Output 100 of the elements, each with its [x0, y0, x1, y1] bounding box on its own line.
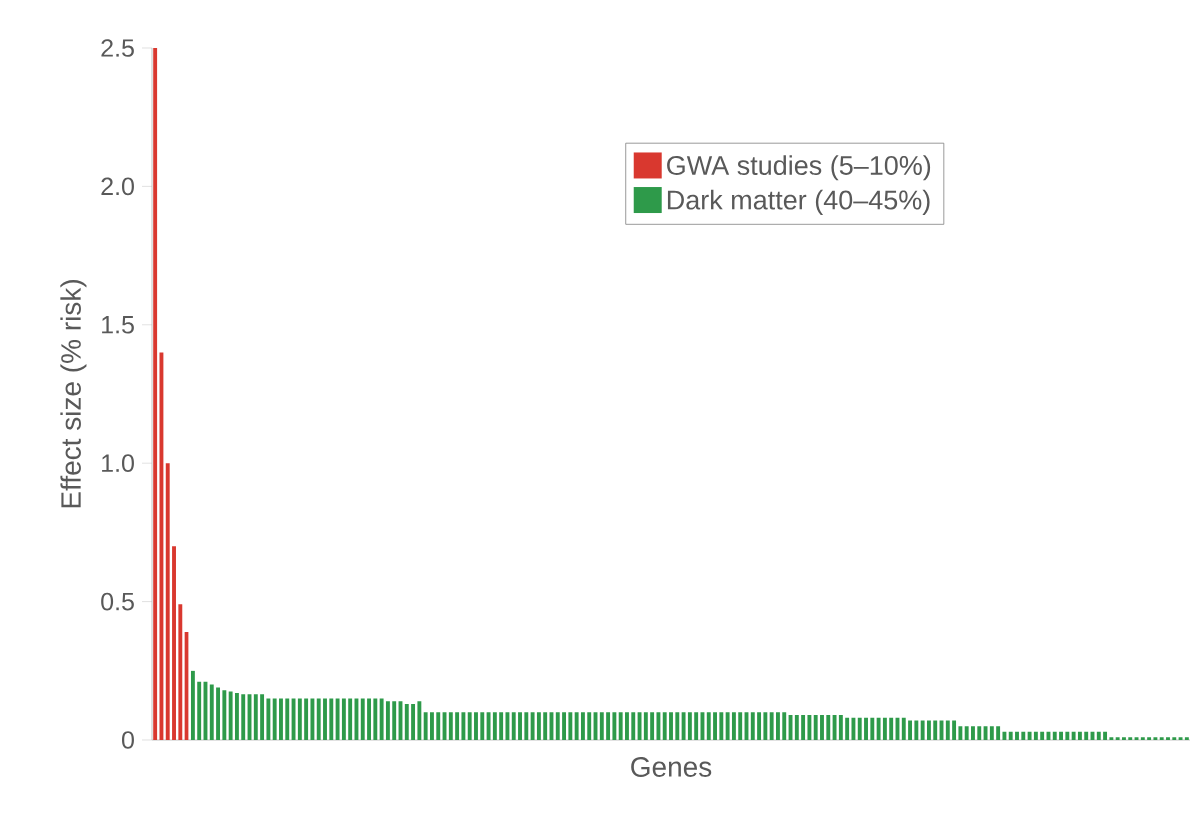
bar	[505, 712, 510, 740]
bar	[266, 698, 271, 740]
bar	[555, 712, 560, 740]
bar	[838, 715, 843, 740]
bar	[1147, 737, 1152, 740]
bar	[669, 712, 673, 740]
bar	[562, 712, 567, 740]
bar	[908, 720, 913, 740]
bar	[379, 698, 384, 740]
bar	[769, 712, 774, 740]
bar	[945, 720, 950, 740]
bar	[279, 698, 283, 740]
bar	[461, 712, 466, 740]
bar	[681, 712, 686, 740]
bar	[455, 712, 460, 740]
bar	[297, 698, 302, 740]
bar	[178, 604, 183, 740]
bar	[511, 712, 516, 740]
bar	[782, 712, 787, 740]
bar	[618, 712, 623, 740]
bar	[675, 712, 680, 740]
bar	[367, 698, 371, 740]
bar	[662, 712, 667, 740]
bar	[725, 712, 730, 740]
bar	[404, 704, 409, 740]
bar	[316, 698, 321, 740]
bar	[253, 694, 258, 740]
bar	[480, 712, 485, 740]
y-tick-label: 1.5	[102, 316, 134, 334]
legend-label: Dark matter (40–45%)	[667, 189, 930, 215]
bar	[1084, 731, 1089, 740]
bar	[794, 715, 799, 740]
bar	[920, 720, 925, 740]
bar	[499, 712, 504, 740]
bar	[1122, 737, 1126, 740]
bar	[310, 698, 315, 740]
bar	[757, 712, 762, 740]
bar	[713, 712, 717, 740]
bar	[1015, 731, 1019, 740]
y-tick-label: 2.0	[101, 177, 134, 196]
bar	[1027, 731, 1032, 740]
bar	[820, 715, 824, 740]
bar	[190, 670, 195, 740]
bar	[348, 698, 353, 740]
x-axis-title: Genes	[631, 757, 712, 777]
bar	[958, 726, 963, 740]
bar	[335, 698, 340, 740]
bar	[776, 712, 780, 740]
bar	[1096, 731, 1101, 740]
bar	[977, 726, 982, 740]
bar	[304, 698, 309, 740]
bar	[172, 546, 176, 740]
bar	[826, 715, 831, 740]
bar	[1184, 737, 1189, 740]
y-tick-label: 0.5	[101, 592, 134, 611]
bar	[750, 712, 755, 740]
bar	[1071, 731, 1076, 740]
bar	[159, 352, 164, 740]
bar	[864, 717, 868, 740]
bar	[952, 720, 957, 740]
bar	[933, 720, 938, 740]
bar	[901, 717, 906, 740]
bar	[625, 712, 629, 740]
bar	[612, 712, 617, 740]
bar	[241, 694, 246, 740]
bar	[631, 712, 636, 740]
bar	[341, 698, 346, 740]
bar	[329, 698, 334, 740]
bar	[530, 712, 535, 740]
bar	[857, 717, 862, 740]
bar	[1153, 737, 1158, 740]
bar	[580, 712, 585, 740]
bar	[165, 463, 170, 740]
bar	[1065, 731, 1070, 740]
bar	[687, 712, 692, 740]
bar	[1008, 731, 1013, 740]
bar	[971, 726, 975, 740]
bar	[1128, 737, 1133, 740]
bar	[889, 717, 894, 740]
bar	[448, 712, 453, 740]
bar	[845, 717, 850, 740]
bar	[1159, 737, 1164, 740]
bar	[1002, 731, 1007, 740]
bar	[599, 712, 604, 740]
bar	[1178, 737, 1183, 740]
bar	[656, 712, 661, 740]
bar	[1166, 737, 1170, 740]
bar	[926, 720, 931, 740]
bar	[492, 712, 497, 740]
bar	[234, 692, 239, 740]
bar	[807, 715, 812, 740]
bar	[360, 698, 365, 740]
bar	[1103, 731, 1108, 740]
bar	[486, 712, 491, 740]
bar	[197, 681, 202, 740]
y-axis-title: Effect size (% risk)	[60, 280, 87, 508]
bar	[467, 712, 472, 740]
bar	[568, 712, 573, 740]
bar	[606, 712, 611, 740]
bar	[323, 698, 327, 740]
